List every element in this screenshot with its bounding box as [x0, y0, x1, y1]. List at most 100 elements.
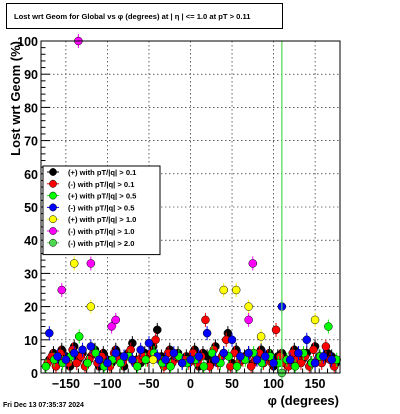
- x-tick-label: −50: [138, 377, 159, 391]
- data-point: [324, 319, 333, 334]
- marker: [61, 355, 71, 364]
- data-point: [211, 352, 220, 367]
- marker: [45, 328, 54, 338]
- marker: [310, 315, 320, 325]
- data-point: [310, 312, 320, 327]
- data-point: [219, 283, 228, 297]
- data-point: [271, 322, 281, 337]
- data-point: [248, 256, 258, 271]
- legend-label: (+) with pT/|q| > 1.0: [68, 215, 136, 224]
- data-point: [202, 326, 212, 341]
- data-point: [310, 356, 320, 371]
- data-point: [244, 299, 253, 314]
- marker: [285, 355, 295, 364]
- data-point: [86, 339, 96, 354]
- data-point: [94, 352, 104, 367]
- data-point: [252, 352, 262, 367]
- marker: [290, 362, 300, 371]
- timestamp: Fri Dec 13 07:35:37 2024: [3, 402, 84, 409]
- marker: [199, 362, 209, 371]
- data-point: [141, 352, 150, 367]
- data-point: [169, 346, 179, 361]
- plot-frame: [40, 40, 341, 374]
- data-point: [285, 352, 295, 367]
- chart-title: Lost wrt Geom for Global vs φ (degrees) …: [6, 3, 283, 29]
- marker: [83, 358, 92, 368]
- marker: [248, 259, 258, 268]
- y-tick-label: 80: [24, 101, 38, 115]
- marker: [186, 355, 195, 364]
- data-point: [236, 349, 245, 364]
- marker: [78, 345, 87, 355]
- legend-entry: (-) with pT/|q| > 0.5: [47, 203, 135, 212]
- data-point: [186, 352, 195, 367]
- data-point: [219, 346, 228, 361]
- data-point: [231, 283, 241, 297]
- legend-entry: (+) with pT/|q| > 1.0: [47, 215, 136, 224]
- data-point: [41, 359, 51, 374]
- data-point: [86, 256, 96, 271]
- marker: [319, 352, 328, 361]
- marker: [201, 315, 210, 325]
- marker: [252, 355, 262, 364]
- marker: [119, 352, 129, 361]
- data-point: [309, 342, 318, 357]
- legend-entry: (+) with pT/|q| > 0.5: [47, 191, 137, 201]
- marker: [41, 362, 51, 371]
- marker: [69, 259, 79, 268]
- legend-entry: (-) with pT/|q| > 0.1: [47, 179, 135, 189]
- marker: [321, 342, 331, 351]
- marker: [211, 355, 220, 364]
- data-point: [290, 359, 300, 374]
- legend-marker: [49, 179, 57, 188]
- y-tick-label: 20: [24, 301, 38, 315]
- legend-label: (-) with pT/|q| > 1.0: [68, 227, 134, 236]
- data-point: [103, 356, 112, 371]
- marker: [219, 348, 228, 358]
- legend-label: (+) with pT/|q| > 0.1: [68, 168, 137, 177]
- marker: [327, 355, 336, 364]
- marker: [53, 352, 62, 361]
- data-point: [166, 359, 175, 374]
- data-point: [133, 359, 142, 374]
- marker: [133, 362, 142, 371]
- data-point: [83, 356, 92, 371]
- marker: [302, 335, 312, 345]
- marker: [244, 348, 253, 358]
- data-point: [161, 352, 170, 367]
- marker: [161, 355, 170, 364]
- data-point: [244, 346, 253, 361]
- legend-label: (+) with pT/|q| > 0.5: [68, 192, 137, 201]
- marker: [324, 322, 333, 331]
- marker: [227, 335, 237, 345]
- marker: [269, 358, 278, 368]
- marker: [244, 302, 253, 311]
- marker: [153, 325, 162, 335]
- y-axis-label: Lost wrt Geom (%): [8, 41, 23, 156]
- x-tick-label: 100: [263, 377, 284, 391]
- y-tick-label: 30: [24, 267, 38, 281]
- marker: [232, 362, 242, 371]
- data-point: [78, 342, 87, 357]
- data-point: [86, 299, 96, 314]
- marker: [177, 358, 187, 368]
- data-point: [319, 349, 328, 364]
- data-point: [69, 346, 79, 361]
- marker: [86, 259, 96, 268]
- data-point: [244, 312, 253, 327]
- x-tick-label: 50: [225, 377, 239, 391]
- x-tick-label: 150: [305, 377, 326, 391]
- legend-entry: (-) with pT/|q| > 2.0: [47, 238, 134, 248]
- series-5: [69, 256, 320, 367]
- x-axis-label: φ (degrees): [268, 393, 339, 408]
- data-point: [119, 349, 129, 364]
- series-6: [57, 34, 258, 334]
- marker: [94, 355, 104, 364]
- legend-marker: [49, 203, 57, 212]
- marker: [57, 285, 67, 295]
- legend-label: (-) with pT/|q| > 2.0: [68, 239, 134, 248]
- marker: [231, 285, 241, 295]
- data-point: [227, 332, 237, 347]
- data-point: [327, 352, 336, 367]
